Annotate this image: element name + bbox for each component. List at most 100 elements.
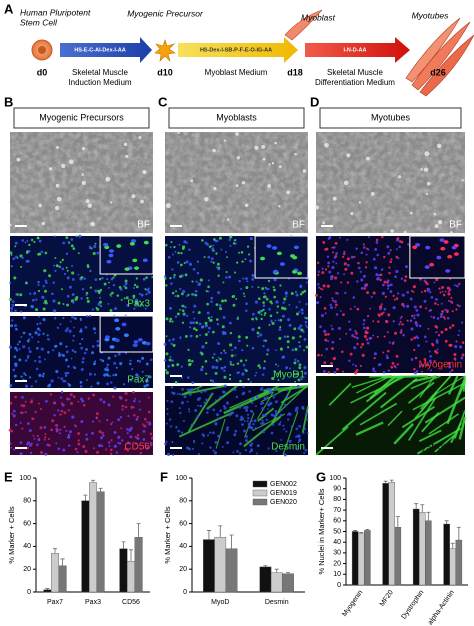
fiber xyxy=(412,374,437,383)
nucleus-dot xyxy=(429,369,433,372)
nucleus-dot xyxy=(442,315,445,319)
nucleus-dot xyxy=(392,306,396,310)
nucleus-dot xyxy=(126,428,129,431)
nucleus-dot xyxy=(179,337,182,340)
nucleus-dot xyxy=(195,335,199,338)
nucleus-dot xyxy=(291,336,295,340)
nucleus-dot xyxy=(133,283,137,287)
nucleus-dot xyxy=(322,284,326,288)
nucleus-dot xyxy=(167,365,170,368)
nucleus-dot xyxy=(126,449,129,452)
nucleus-dot xyxy=(277,365,280,367)
inset-nucleus xyxy=(440,246,446,251)
nucleus-dot xyxy=(133,399,136,403)
nucleus-dot xyxy=(285,366,289,370)
nucleus-dot xyxy=(189,321,193,325)
image-label: Pax3 xyxy=(127,299,150,310)
image-texture xyxy=(316,132,465,233)
nucleus-dot xyxy=(12,414,16,418)
nucleus-dot xyxy=(352,296,356,299)
nucleus-dot xyxy=(275,349,277,352)
nucleus-dot xyxy=(179,308,181,311)
nucleus-dot xyxy=(420,363,423,366)
nucleus-dot xyxy=(366,341,370,345)
nucleus-dot xyxy=(143,384,147,388)
nucleus-dot xyxy=(226,256,228,259)
nucleus-dot xyxy=(63,425,66,428)
nucleus-dot xyxy=(186,400,189,403)
inset-nucleus xyxy=(445,269,451,273)
nucleus-dot xyxy=(351,334,355,338)
nucleus-dot xyxy=(110,449,113,452)
nucleus-dot xyxy=(38,355,41,359)
nucleus-dot xyxy=(59,428,62,431)
nucleus-dot xyxy=(199,404,203,408)
nucleus-dot xyxy=(50,428,54,432)
nucleus-dot xyxy=(380,312,384,316)
nucleus-dot xyxy=(81,399,85,403)
inset-nucleus xyxy=(142,258,148,263)
nucleus-dot xyxy=(110,277,114,281)
stage-name: Stem Cell xyxy=(20,17,58,27)
nucleus-dot xyxy=(19,422,22,424)
nucleus-dot xyxy=(295,435,298,438)
nucleus-dot xyxy=(79,381,83,384)
nucleus-dot xyxy=(389,283,393,287)
nucleus-dot xyxy=(287,346,290,349)
nucleus-dot xyxy=(37,340,40,343)
nucleus-dot xyxy=(225,401,230,405)
nucleus-dot xyxy=(74,297,78,301)
nucleus-dot xyxy=(91,431,94,435)
nucleus-dot xyxy=(24,374,27,377)
nucleus-dot xyxy=(217,291,221,295)
nucleus-dot xyxy=(189,393,192,396)
nucleus-dot xyxy=(330,324,333,327)
nucleus-dot xyxy=(237,316,239,319)
nucleus-dot xyxy=(429,291,432,294)
nucleus-dot xyxy=(13,276,17,280)
nucleus-dot xyxy=(399,320,402,323)
nucleus-dot xyxy=(368,337,372,340)
nucleus-dot xyxy=(453,357,457,361)
nucleus-dot xyxy=(202,435,206,438)
step-medium: Skeletal Muscle xyxy=(327,68,384,77)
nucleus-dot xyxy=(237,335,241,339)
nucleus-dot xyxy=(107,356,111,360)
nucleus-dot xyxy=(241,423,244,426)
panel-label: D xyxy=(310,94,319,109)
nucleus-dot xyxy=(216,262,220,266)
nucleus-dot xyxy=(324,338,328,342)
nucleus-dot xyxy=(197,404,199,407)
nucleus-dot xyxy=(197,282,201,286)
nucleus-dot xyxy=(90,385,93,388)
y-tick-label: 100 xyxy=(329,475,341,482)
y-tick-label: 100 xyxy=(19,475,31,482)
nucleus-dot xyxy=(306,432,309,435)
nucleus-dot xyxy=(139,451,143,455)
nucleus-dot xyxy=(48,274,52,278)
nucleus-dot xyxy=(240,287,242,290)
nucleus-dot xyxy=(441,310,444,313)
nucleus-dot xyxy=(163,359,167,362)
nucleus-dot xyxy=(57,301,61,305)
bar xyxy=(449,548,457,586)
nucleus-dot xyxy=(277,379,280,382)
nucleus-dot xyxy=(259,402,263,405)
cell-speck xyxy=(131,194,136,199)
nucleus-dot xyxy=(80,397,83,401)
nucleus-dot xyxy=(174,315,178,318)
nucleus-dot xyxy=(217,268,220,271)
nucleus-dot xyxy=(282,301,285,304)
nucleus-dot xyxy=(222,332,225,336)
nucleus-dot xyxy=(245,439,249,443)
nucleus-dot xyxy=(372,367,375,371)
fiber xyxy=(380,377,418,409)
bar xyxy=(134,537,143,593)
nucleus-dot xyxy=(147,287,150,290)
inset-nucleus xyxy=(114,338,120,343)
nucleus-dot xyxy=(295,427,299,431)
nucleus-dot xyxy=(201,239,204,242)
nucleus-dot xyxy=(419,278,422,281)
nucleus-dot xyxy=(87,397,91,400)
nucleus-dot xyxy=(444,339,448,343)
